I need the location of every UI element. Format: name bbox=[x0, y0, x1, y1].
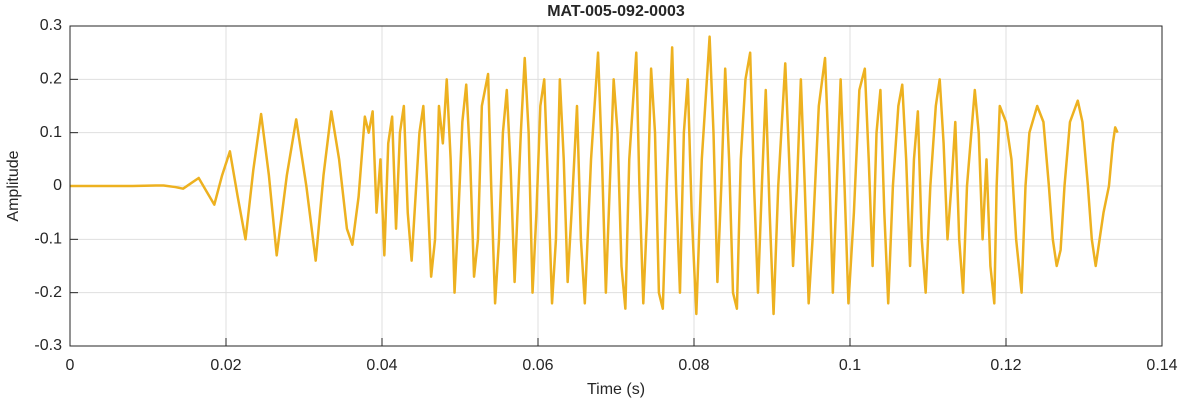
chart-title: MAT-005-092-0003 bbox=[547, 3, 685, 20]
x-tick-label: 0.04 bbox=[366, 357, 397, 374]
y-tick-label: -0.2 bbox=[34, 284, 62, 301]
y-tick-label: 0 bbox=[53, 177, 62, 194]
labels: 0 0.02 0.04 0.06 0.08 0.1 0.12 0.14 -0.3 -0.2 -0.1… bbox=[34, 17, 1177, 374]
y-tick-label: 0.3 bbox=[40, 17, 62, 34]
x-tick-label: 0.1 bbox=[839, 357, 861, 374]
y-tick-label: -0.1 bbox=[34, 231, 62, 248]
axes-box bbox=[69, 25, 1163, 347]
x-tick-label: 0.02 bbox=[210, 357, 241, 374]
y-axis-label: Amplitude bbox=[5, 150, 22, 221]
x-tick-label: 0.12 bbox=[990, 357, 1021, 374]
x-tick-label: 0.08 bbox=[678, 357, 709, 374]
x-tick-label: 0.06 bbox=[522, 357, 553, 374]
y-tick-label: -0.3 bbox=[34, 337, 62, 354]
waveform-line bbox=[70, 35, 1119, 316]
y-tick-label: 0.2 bbox=[40, 71, 62, 88]
lines bbox=[70, 35, 1119, 316]
x-axis-label: Time (s) bbox=[587, 381, 645, 398]
x-tick-label: 0 bbox=[66, 357, 75, 374]
y-tick-label: 0.1 bbox=[40, 124, 62, 141]
x-tick-label: 0.14 bbox=[1146, 357, 1177, 374]
